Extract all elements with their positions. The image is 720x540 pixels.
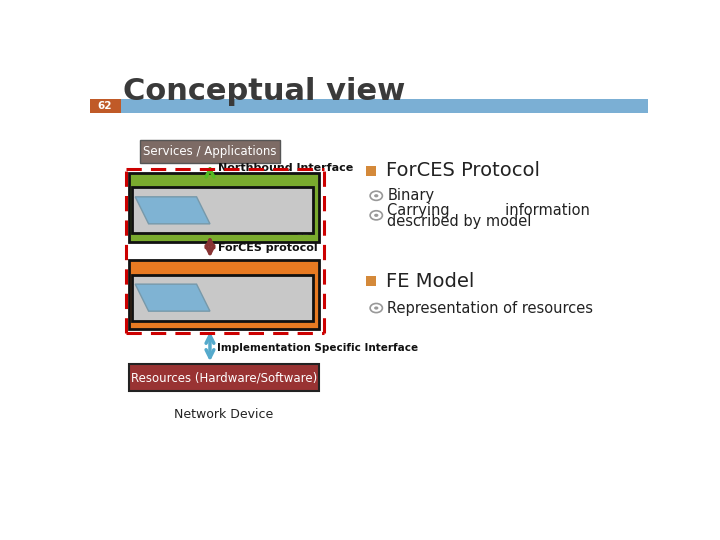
Bar: [140, 140, 279, 163]
Text: Conceptual view: Conceptual view: [124, 77, 406, 106]
Text: Model: Model: [153, 204, 193, 217]
Bar: [132, 187, 313, 233]
Text: Carrying            information: Carrying information: [387, 203, 590, 218]
Text: Network Device: Network Device: [174, 408, 274, 421]
Text: Northbound Interface: Northbound Interface: [218, 163, 354, 173]
Text: Resources (Hardware/Software): Resources (Hardware/Software): [131, 371, 317, 384]
Text: ForCES protocol: ForCES protocol: [218, 243, 318, 253]
Bar: [129, 260, 319, 329]
Text: 62: 62: [98, 101, 112, 111]
Text: FE: FE: [297, 314, 310, 324]
Text: Implementation Specific Interface: Implementation Specific Interface: [217, 343, 418, 353]
Bar: [129, 173, 319, 241]
Bar: [121, 99, 648, 113]
Text: ForCES agent: ForCES agent: [212, 205, 287, 215]
Text: Representation of resources: Representation of resources: [387, 301, 593, 315]
Bar: [90, 99, 121, 113]
Text: Services / Applications: Services / Applications: [143, 145, 276, 158]
Bar: [129, 364, 319, 391]
Text: FE Model: FE Model: [386, 272, 474, 291]
Text: Model: Model: [153, 291, 193, 304]
Text: ForCES agent: ForCES agent: [212, 293, 287, 302]
Bar: [366, 166, 377, 176]
Circle shape: [374, 306, 379, 309]
Circle shape: [374, 194, 379, 198]
Circle shape: [374, 214, 379, 217]
Polygon shape: [135, 197, 210, 224]
Text: described by model: described by model: [387, 214, 532, 230]
Polygon shape: [135, 284, 210, 311]
Text: CE: CE: [296, 226, 310, 237]
Text: ForCES Protocol: ForCES Protocol: [386, 161, 540, 180]
Text: Binary: Binary: [387, 188, 435, 203]
Bar: [366, 276, 377, 286]
Bar: [132, 275, 313, 321]
